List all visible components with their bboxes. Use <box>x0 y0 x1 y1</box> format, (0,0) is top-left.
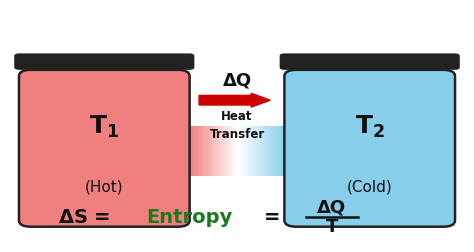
Bar <box>251 126 254 176</box>
FancyBboxPatch shape <box>280 54 460 71</box>
Bar <box>202 126 205 176</box>
Bar <box>272 126 274 176</box>
Bar <box>198 126 200 176</box>
Bar <box>245 126 247 176</box>
Bar <box>219 126 222 176</box>
Bar <box>246 126 249 176</box>
Bar <box>190 126 192 176</box>
Bar <box>236 126 238 176</box>
Bar <box>193 126 195 176</box>
Bar <box>194 126 197 176</box>
Bar <box>209 126 211 176</box>
FancyBboxPatch shape <box>284 71 455 227</box>
Bar <box>273 126 276 176</box>
Text: ΔQ: ΔQ <box>317 198 346 216</box>
Text: $\mathbf{T_2}$: $\mathbf{T_2}$ <box>355 113 385 139</box>
Bar <box>204 126 206 176</box>
Bar <box>275 126 277 176</box>
Bar <box>191 126 194 176</box>
Bar <box>262 126 265 176</box>
Bar <box>223 126 225 176</box>
Bar <box>221 126 224 176</box>
Bar <box>283 126 285 176</box>
Bar <box>213 126 216 176</box>
Bar <box>264 126 266 176</box>
FancyArrow shape <box>199 94 270 108</box>
Bar <box>255 126 257 176</box>
FancyBboxPatch shape <box>14 54 194 71</box>
Text: (Hot): (Hot) <box>85 179 124 194</box>
Text: Heat: Heat <box>221 109 253 122</box>
Bar <box>212 126 214 176</box>
Bar <box>267 126 270 176</box>
Bar <box>238 126 241 176</box>
Bar <box>270 126 273 176</box>
Bar <box>224 126 227 176</box>
Text: ΔQ: ΔQ <box>222 72 252 90</box>
Bar <box>234 126 237 176</box>
FancyBboxPatch shape <box>19 71 190 227</box>
Bar <box>265 126 268 176</box>
Bar <box>196 126 199 176</box>
Bar <box>281 126 284 176</box>
Bar <box>207 126 210 176</box>
Text: $\mathbf{T_1}$: $\mathbf{T_1}$ <box>89 113 119 139</box>
Bar <box>243 126 246 176</box>
Bar <box>269 126 271 176</box>
Bar <box>280 126 282 176</box>
Bar <box>256 126 258 176</box>
Text: =: = <box>264 207 281 226</box>
Bar <box>205 126 208 176</box>
Bar <box>218 126 220 176</box>
Bar <box>248 126 251 176</box>
Bar <box>226 126 228 176</box>
Text: (Cold): (Cold) <box>347 179 392 194</box>
Bar <box>257 126 260 176</box>
Bar <box>250 126 252 176</box>
Bar <box>215 126 218 176</box>
Bar <box>217 126 219 176</box>
Text: T: T <box>326 217 338 235</box>
Text: $\mathbf{\Delta S}$ =: $\mathbf{\Delta S}$ = <box>58 207 112 226</box>
Bar <box>199 126 201 176</box>
Bar <box>201 126 203 176</box>
Bar <box>210 126 213 176</box>
Bar <box>253 126 255 176</box>
Bar <box>228 126 230 176</box>
Text: Transfer: Transfer <box>210 127 264 140</box>
Bar <box>242 126 244 176</box>
Bar <box>276 126 279 176</box>
Bar <box>229 126 232 176</box>
Bar <box>278 126 281 176</box>
Bar <box>232 126 235 176</box>
Text: Entropy: Entropy <box>146 207 233 226</box>
Bar <box>231 126 233 176</box>
Bar <box>261 126 263 176</box>
Bar <box>240 126 243 176</box>
Bar <box>237 126 239 176</box>
Bar <box>259 126 262 176</box>
